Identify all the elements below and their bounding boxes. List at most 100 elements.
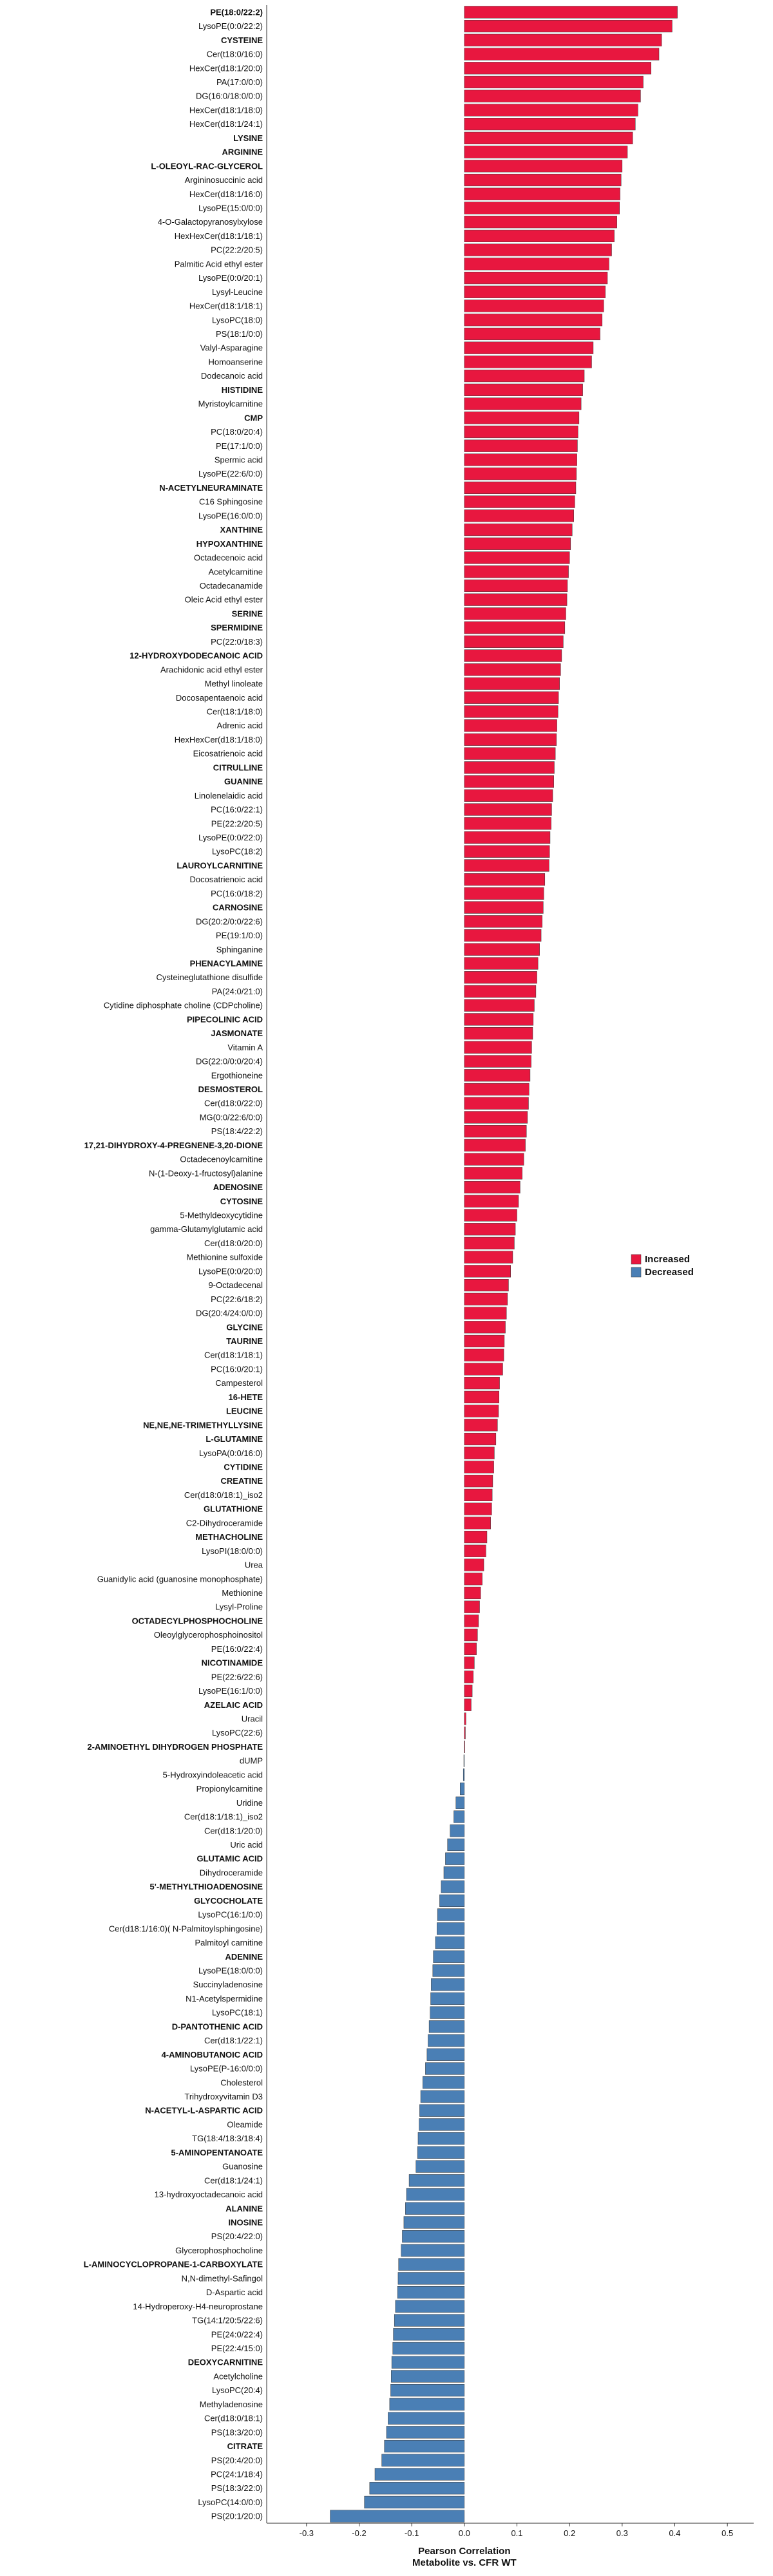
bar xyxy=(464,481,577,495)
bar xyxy=(428,2020,465,2033)
category-label: PA(17:0/0:0) xyxy=(216,77,263,87)
category-label: Propionylcarnitine xyxy=(196,1784,263,1794)
bar xyxy=(441,1880,465,1893)
bar xyxy=(464,1419,498,1432)
category-label: Sphinganine xyxy=(216,945,263,954)
bar xyxy=(464,1390,499,1403)
bar xyxy=(464,412,580,424)
bar xyxy=(397,2286,465,2299)
category-label: LysoPC(16:1/0:0) xyxy=(198,1910,263,1920)
bar xyxy=(398,2258,465,2271)
category-label: HexCer(d18:1/24:1) xyxy=(189,119,263,129)
bar xyxy=(419,2104,465,2117)
x-axis-ticks: -0.3 -0.2 -0.1 0.0 0.1 0.2 0.3 0.4 0.5 xyxy=(300,2523,733,2538)
bar xyxy=(464,607,566,620)
category-label: HexCer(d18:1/18:1) xyxy=(189,301,263,311)
category-label: CARNOSINE xyxy=(213,903,263,913)
category-label: LysoPE(0:0/20:1) xyxy=(198,273,263,283)
legend-swatch xyxy=(631,1254,642,1265)
bar xyxy=(464,1055,531,1068)
category-label: PE(16:0/22:4) xyxy=(211,1644,263,1654)
category-label: Vitamin A xyxy=(227,1043,263,1052)
bar xyxy=(464,1461,494,1473)
category-label: SPERMIDINE xyxy=(211,623,263,632)
category-label: Oleoylglycerophosphoinositol xyxy=(154,1630,263,1640)
category-label: C2-Dihydroceramide xyxy=(186,1518,263,1528)
bar xyxy=(464,957,539,970)
category-label: INOSINE xyxy=(229,2217,263,2227)
category-label: TG(14:1/20:5/22:6) xyxy=(192,2316,263,2325)
bar xyxy=(464,1502,492,1515)
bar xyxy=(464,1544,486,1557)
bar xyxy=(464,1321,506,1334)
category-label: Linolenelaidic acid xyxy=(195,791,263,800)
bar xyxy=(464,1530,488,1544)
bar xyxy=(464,1446,495,1459)
bar xyxy=(431,1978,465,1991)
bar xyxy=(464,468,577,480)
category-label: LysoPI(18:0/0:0) xyxy=(202,1546,263,1556)
category-label: PC(22:2/20:5) xyxy=(211,245,263,255)
bar xyxy=(464,1586,481,1600)
category-label: Eicosatrienoic acid xyxy=(193,749,263,759)
category-label: PC(24:1/18:4) xyxy=(211,2469,263,2479)
bar xyxy=(464,509,574,522)
bar xyxy=(393,2328,465,2341)
category-label: Uracil xyxy=(242,1714,263,1723)
category-label: HexCer(d18:1/18:0) xyxy=(189,105,263,115)
bar xyxy=(439,1894,465,1907)
bar xyxy=(464,271,608,285)
category-label: Trihydroxyvitamin D3 xyxy=(184,2092,263,2101)
category-label: METHACHOLINE xyxy=(195,1532,263,1542)
bar xyxy=(464,999,535,1012)
category-label: CYTOSINE xyxy=(220,1197,263,1206)
bar xyxy=(464,1013,534,1026)
bar xyxy=(381,2454,465,2467)
category-label: DG(20:4/24:0/0:0) xyxy=(196,1309,263,1318)
legend: Increased Decreased xyxy=(631,1254,694,1278)
category-label: 4-AMINOBUTANOIC ACID xyxy=(162,2050,263,2060)
category-label: PC(16:0/18:2) xyxy=(211,889,263,898)
category-label: ALANINE xyxy=(225,2204,263,2213)
category-label: N-ACETYLNEURAMINATE xyxy=(159,483,263,493)
bar xyxy=(464,1405,499,1417)
category-label: Methyladenosine xyxy=(200,2400,263,2409)
bar xyxy=(464,1600,480,1613)
bar xyxy=(453,1810,465,1823)
bar xyxy=(464,901,544,914)
bar xyxy=(426,2048,465,2061)
bar xyxy=(464,1278,509,1292)
category-label: 12-HYDROXYDODECANOIC ACID xyxy=(129,651,263,661)
category-label: GLYCINE xyxy=(226,1322,263,1332)
category-label: OCTADECYLPHOSPHOCHOLINE xyxy=(132,1616,263,1625)
bar xyxy=(464,258,609,270)
bar xyxy=(464,383,583,396)
category-label: JASMONATE xyxy=(211,1028,263,1038)
bar xyxy=(417,2146,465,2159)
category-label: PS(20:4/22:0) xyxy=(211,2231,263,2241)
category-label: Palmitic Acid ethyl ester xyxy=(175,259,263,269)
category-labels: PE(18:0/22:2) LysoPE(0:0/22:2) CYSTEINE Cer… xyxy=(84,7,263,2521)
bar xyxy=(464,1642,477,1655)
category-label: Glycerophosphocholine xyxy=(175,2246,263,2255)
x-tick-label: -0.2 xyxy=(352,2528,366,2538)
bar xyxy=(464,341,594,354)
x-tick-label: 0.1 xyxy=(511,2528,522,2538)
category-label: 17,21-DIHYDROXY-4-PREGNENE-3,20-DIONE xyxy=(84,1141,263,1150)
category-label: gamma-Glutamylglutamic acid xyxy=(150,1224,263,1234)
category-label: LysoPE(15:0/0:0) xyxy=(198,203,263,213)
bar xyxy=(394,2314,465,2327)
category-label: Methionine sulfoxide xyxy=(186,1253,263,1262)
bar xyxy=(384,2439,465,2453)
bar xyxy=(437,1908,465,1921)
category-label: DG(16:0/18:0/0:0) xyxy=(196,91,263,101)
bar xyxy=(433,1950,465,1963)
category-label: Octadecanamide xyxy=(200,581,263,591)
category-label: GLUTAMIC ACID xyxy=(196,1854,263,1864)
bar xyxy=(464,243,612,256)
category-label: Campesterol xyxy=(215,1378,263,1388)
bar xyxy=(464,33,662,46)
bar xyxy=(405,2202,465,2215)
bar xyxy=(464,160,623,173)
category-label: PS(18:4/22:2) xyxy=(211,1126,263,1136)
